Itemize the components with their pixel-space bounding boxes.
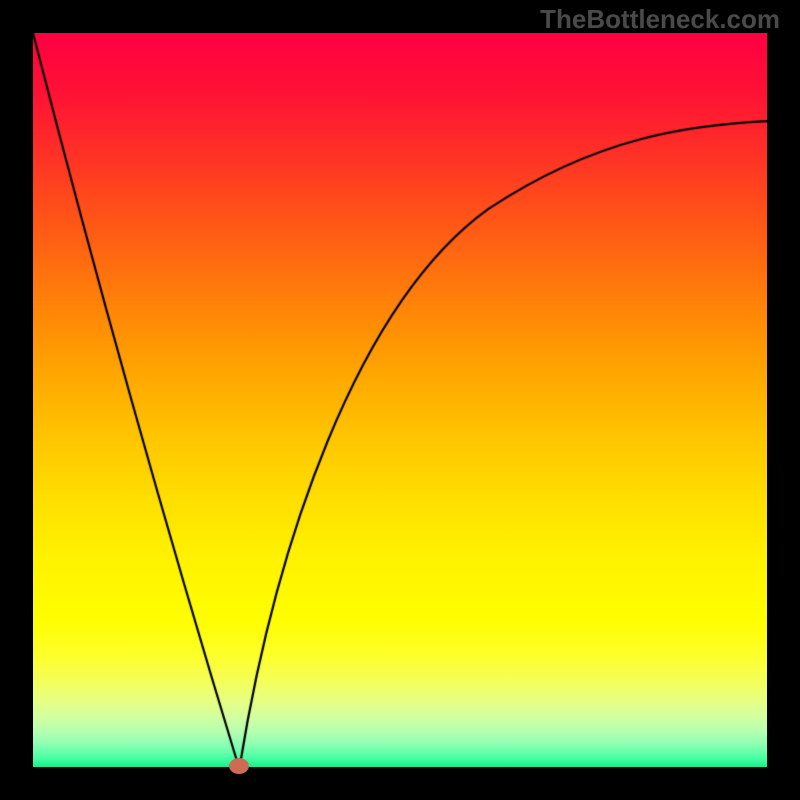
notch-marker xyxy=(229,758,249,774)
chart-stage: TheBottleneck.com xyxy=(0,0,800,800)
watermark-text: TheBottleneck.com xyxy=(540,4,780,35)
chart-gradient-background xyxy=(33,33,767,767)
